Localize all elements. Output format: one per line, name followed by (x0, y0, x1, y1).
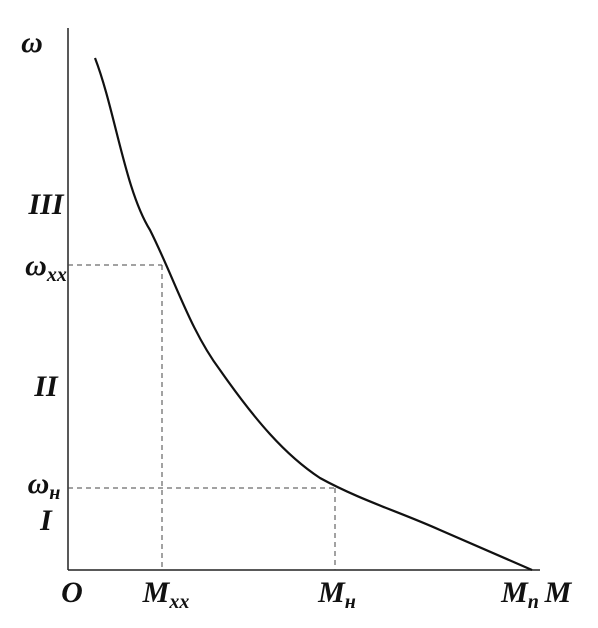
label-sub: xx (46, 264, 67, 286)
label-sub: н (49, 482, 60, 504)
x-label: Mн (317, 576, 356, 613)
zone-label: I (39, 504, 53, 537)
characteristic-curve (93, 57, 533, 572)
label-base: ω (28, 467, 50, 500)
label-sub: п (528, 591, 539, 613)
y-label: ωxx (25, 249, 67, 286)
zone-label: III (27, 188, 64, 221)
x-label: Mxx (142, 576, 190, 613)
label-sub: xx (168, 591, 189, 613)
label-base: M (500, 576, 529, 609)
origin-label: O (61, 576, 83, 609)
label-base: ω (25, 249, 47, 282)
x-label: Mп (500, 576, 539, 613)
label-sub: н (345, 591, 356, 613)
y-axis-label: ω (21, 26, 43, 59)
label-base: M (142, 576, 171, 609)
guides (68, 264, 336, 570)
zone-label: II (33, 370, 59, 403)
y-label: ωн (28, 467, 61, 504)
label-base: M (317, 576, 346, 609)
x-axis-label: M (544, 576, 573, 609)
